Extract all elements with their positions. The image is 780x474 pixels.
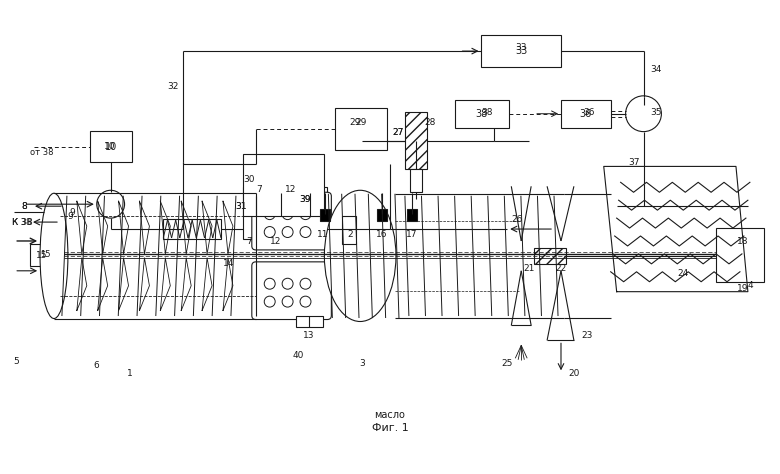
Text: 38: 38 <box>475 109 488 118</box>
Text: 24: 24 <box>678 269 689 278</box>
Text: 38: 38 <box>482 108 493 117</box>
Text: 15: 15 <box>40 250 50 259</box>
Text: К 38: К 38 <box>12 218 33 227</box>
Circle shape <box>282 278 293 289</box>
Text: 23: 23 <box>581 331 593 340</box>
Text: 29: 29 <box>349 118 361 127</box>
Bar <box>335 108 387 149</box>
Circle shape <box>97 190 125 218</box>
Text: 29: 29 <box>356 118 367 127</box>
Text: 7: 7 <box>246 237 252 246</box>
Bar <box>30 244 60 266</box>
Text: 25: 25 <box>502 359 513 368</box>
Text: 33: 33 <box>515 46 527 56</box>
Bar <box>534 248 566 264</box>
FancyBboxPatch shape <box>252 262 332 319</box>
Text: 4: 4 <box>747 281 753 290</box>
Text: Фиг. 1: Фиг. 1 <box>371 423 409 433</box>
Text: 9: 9 <box>69 208 75 217</box>
Text: от 38: от 38 <box>30 148 54 157</box>
Text: 27: 27 <box>392 128 403 137</box>
Circle shape <box>264 278 275 289</box>
Text: 9: 9 <box>67 211 73 220</box>
Bar <box>342 216 356 244</box>
Bar <box>243 187 328 239</box>
Bar <box>407 209 417 221</box>
Text: 8: 8 <box>21 201 27 210</box>
Bar <box>296 316 324 328</box>
Text: 5: 5 <box>13 357 19 366</box>
Bar <box>90 131 132 163</box>
Text: 2: 2 <box>347 229 353 238</box>
Text: 37: 37 <box>628 158 640 167</box>
Ellipse shape <box>324 190 396 321</box>
Circle shape <box>282 296 293 307</box>
Bar <box>243 155 324 216</box>
Text: масло: масло <box>374 410 406 420</box>
Text: 1: 1 <box>126 369 133 378</box>
Circle shape <box>300 209 311 219</box>
Text: 16: 16 <box>376 229 388 238</box>
Circle shape <box>282 227 293 237</box>
FancyBboxPatch shape <box>252 192 332 250</box>
Text: 12: 12 <box>270 237 282 246</box>
Text: 6: 6 <box>94 361 100 370</box>
Bar <box>561 100 611 128</box>
Bar <box>405 112 427 169</box>
Text: 26: 26 <box>512 215 523 224</box>
Circle shape <box>264 296 275 307</box>
Text: К 38: К 38 <box>12 218 32 227</box>
Bar <box>410 169 422 192</box>
Bar <box>377 209 387 221</box>
Text: 10: 10 <box>105 142 117 152</box>
Text: 14: 14 <box>223 259 235 268</box>
Text: 34: 34 <box>651 65 662 74</box>
Text: 19: 19 <box>737 284 749 293</box>
Text: 13: 13 <box>303 331 314 340</box>
Text: 7: 7 <box>256 185 261 194</box>
Text: 35: 35 <box>651 108 662 117</box>
Text: 18: 18 <box>737 237 749 246</box>
Circle shape <box>300 227 311 237</box>
Text: 17: 17 <box>406 229 417 238</box>
Bar <box>455 100 509 128</box>
Text: 12: 12 <box>285 185 296 194</box>
Text: 10: 10 <box>104 142 115 151</box>
Text: 31: 31 <box>235 201 246 210</box>
Text: 22: 22 <box>555 264 566 273</box>
Text: 15: 15 <box>37 251 48 260</box>
Circle shape <box>300 278 311 289</box>
Text: 36: 36 <box>580 109 592 118</box>
Text: 21: 21 <box>523 264 535 273</box>
Text: 39: 39 <box>300 195 311 204</box>
Text: 27: 27 <box>392 128 403 137</box>
Bar <box>481 35 561 67</box>
Ellipse shape <box>40 193 68 319</box>
Circle shape <box>626 96 661 132</box>
Bar <box>716 228 764 282</box>
Text: 3: 3 <box>360 359 365 368</box>
Text: 39: 39 <box>300 195 311 204</box>
Circle shape <box>300 296 311 307</box>
Text: 36: 36 <box>583 108 594 117</box>
Text: 20: 20 <box>568 369 580 378</box>
Bar <box>321 209 331 221</box>
Circle shape <box>282 209 293 219</box>
Text: 33: 33 <box>516 43 527 52</box>
Text: 28: 28 <box>424 118 435 127</box>
Bar <box>163 219 221 239</box>
Circle shape <box>264 209 275 219</box>
Text: 32: 32 <box>168 82 179 91</box>
Text: 40: 40 <box>292 351 304 360</box>
Circle shape <box>264 227 275 237</box>
Text: 31: 31 <box>235 201 246 210</box>
Text: 11: 11 <box>317 229 328 238</box>
Text: 30: 30 <box>243 175 254 184</box>
Text: 8: 8 <box>21 201 27 210</box>
